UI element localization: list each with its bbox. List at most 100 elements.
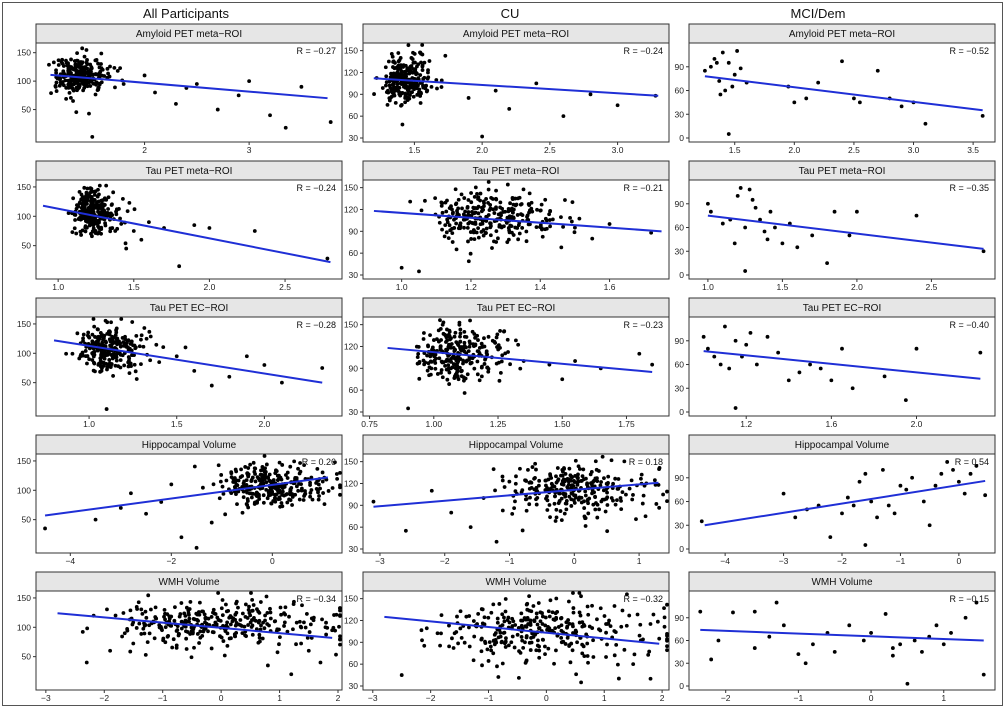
data-point <box>420 68 425 72</box>
data-point <box>77 356 82 361</box>
data-point <box>510 206 514 211</box>
data-point <box>390 54 395 59</box>
data-point <box>112 65 117 70</box>
data-point <box>118 341 123 346</box>
data-point <box>139 362 143 366</box>
data-point <box>599 480 603 484</box>
data-point <box>333 460 337 465</box>
y-tick-label: 90 <box>349 637 359 647</box>
data-point <box>881 467 885 472</box>
data-point <box>890 646 895 650</box>
data-point <box>604 496 609 501</box>
data-point <box>242 483 247 488</box>
data-point <box>469 191 473 195</box>
data-point <box>445 358 450 362</box>
data-point <box>290 503 294 507</box>
data-point <box>489 224 493 228</box>
data-point <box>433 196 438 201</box>
data-point <box>515 213 520 217</box>
data-point <box>301 498 306 502</box>
data-point <box>98 72 103 77</box>
y-tick-label: 150 <box>17 319 31 329</box>
data-point <box>115 226 120 231</box>
y-tick-label: 60 <box>349 385 359 395</box>
data-point <box>496 347 501 352</box>
data-point <box>602 614 607 618</box>
data-point <box>413 60 417 65</box>
data-point <box>459 635 464 640</box>
data-point <box>218 634 222 639</box>
data-point <box>635 612 640 617</box>
data-point <box>273 619 278 623</box>
data-point <box>634 517 638 522</box>
plot-area <box>362 316 670 417</box>
data-point <box>561 630 566 635</box>
data-point <box>651 612 656 617</box>
data-point <box>250 608 255 613</box>
x-tick-label: 1 <box>602 693 607 703</box>
data-point <box>54 89 59 93</box>
data-point <box>227 374 232 379</box>
data-point <box>96 61 100 66</box>
data-point <box>505 240 510 245</box>
data-point <box>421 85 426 90</box>
data-point <box>591 655 596 659</box>
data-point <box>104 340 108 345</box>
data-point <box>465 225 470 230</box>
data-point <box>194 545 199 550</box>
data-point <box>134 605 139 609</box>
data-point <box>524 229 529 234</box>
y-tick-label: 150 <box>17 456 31 466</box>
data-point <box>701 334 706 339</box>
data-point <box>586 612 591 617</box>
data-point <box>403 91 408 96</box>
data-point <box>559 635 564 640</box>
data-point <box>537 648 542 653</box>
data-point <box>585 654 590 658</box>
data-point <box>113 85 117 90</box>
data-point <box>732 72 737 77</box>
data-point <box>97 226 101 231</box>
plot-area <box>35 453 343 554</box>
data-point <box>433 366 438 371</box>
data-point <box>582 654 587 659</box>
data-point <box>594 501 598 505</box>
data-point <box>458 327 463 332</box>
data-point <box>533 475 537 480</box>
column-title-cu: CU <box>500 6 520 21</box>
data-point <box>452 349 457 353</box>
data-point <box>498 370 503 375</box>
data-point <box>572 230 577 235</box>
data-point <box>496 635 501 640</box>
data-point <box>593 495 598 500</box>
data-point <box>816 80 821 85</box>
data-point <box>556 625 561 629</box>
data-point <box>560 479 565 483</box>
data-point <box>795 245 800 250</box>
data-point <box>491 602 496 607</box>
data-point <box>577 610 582 615</box>
data-point <box>275 473 280 478</box>
data-point <box>78 229 83 234</box>
data-point <box>565 635 570 640</box>
data-point <box>224 609 229 614</box>
data-point <box>320 479 325 484</box>
data-point <box>575 640 579 645</box>
data-point <box>98 364 103 369</box>
data-point <box>620 608 625 613</box>
data-point <box>125 209 130 214</box>
regression-line <box>44 476 329 517</box>
data-point <box>111 353 116 358</box>
data-point <box>607 222 612 226</box>
data-point <box>94 58 99 63</box>
data-point <box>73 79 77 84</box>
data-point <box>762 229 767 234</box>
data-point <box>735 193 740 198</box>
data-point <box>485 365 490 370</box>
data-point <box>803 661 808 666</box>
data-point <box>100 343 105 348</box>
data-point <box>184 636 189 641</box>
data-point <box>521 645 526 650</box>
x-tick-label: 1 <box>277 693 282 703</box>
